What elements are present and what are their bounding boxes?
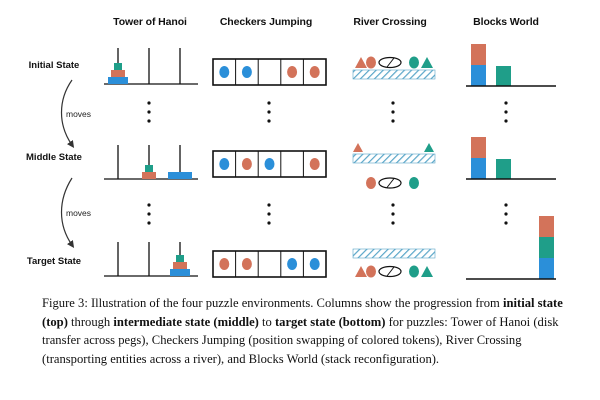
caption-prefix: Figure 3: Illustration of the four puzzl… [42,296,503,310]
moves-label-1: moves [66,109,92,119]
figure-graphics [61,44,556,280]
figure-caption: Figure 3: Illustration of the four puzzl… [42,294,572,368]
column-header-river: River Crossing [353,16,427,28]
hanoi-dots-1 [147,101,151,123]
checkers-dots-1 [267,101,271,123]
column-header-checkers: Checkers Jumping [219,16,313,28]
caption-text-2: to [258,314,275,329]
caption-text-1: through [67,314,114,329]
checkers-middle [212,150,327,178]
river-target [352,248,436,278]
hanoi-middle [104,145,198,180]
blocks-target [466,216,556,280]
caption-bold-target: target state (bottom) [274,314,386,329]
row-label-initial: Initial State [28,60,80,71]
checkers-target [212,250,327,278]
checkers-initial [212,58,327,86]
blocks-middle [466,137,556,180]
blocks-dots-1 [504,101,508,123]
moves-label-2: moves [66,208,92,218]
river-dots-2 [391,203,395,225]
hanoi-initial [104,48,198,85]
caption-text-3: for puzzles: Tower of Hanoi (disk transf… [42,314,559,366]
moves-arrow-2 [61,177,75,248]
column-header-hanoi: Tower of Hanoi [113,16,187,28]
hanoi-target [104,242,198,277]
caption-bold-initial: initial state (top) [42,296,563,329]
checkers-dots-2 [267,203,271,225]
river-initial [352,56,436,80]
hanoi-dots-2 [147,203,151,225]
blocks-initial [466,44,556,87]
blocks-dots-2 [504,203,508,225]
river-middle [352,143,436,189]
river-dots-1 [391,101,395,123]
moves-arrow-1 [61,79,75,148]
caption-bold-intermediate: intermediate state (middle) [113,314,259,329]
column-header-blocks: Blocks World [473,16,539,28]
row-label-target: Target State [26,256,82,267]
row-label-middle: Middle State [26,152,82,163]
puzzle-figure: Tower of Hanoi Checkers Jumping River Cr… [26,16,556,280]
